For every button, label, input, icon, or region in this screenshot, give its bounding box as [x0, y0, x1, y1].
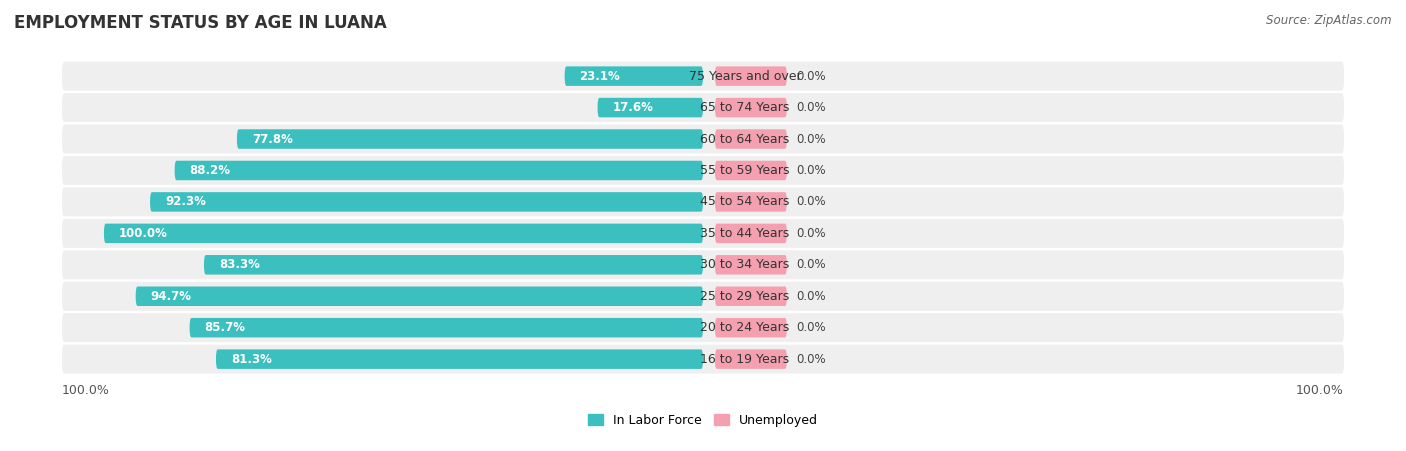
Text: 88.2%: 88.2% — [190, 164, 231, 177]
FancyBboxPatch shape — [716, 98, 787, 117]
Legend: In Labor Force, Unemployed: In Labor Force, Unemployed — [583, 409, 823, 432]
Text: 100.0%: 100.0% — [62, 384, 110, 397]
Text: 0.0%: 0.0% — [796, 101, 825, 114]
Text: 0.0%: 0.0% — [796, 321, 825, 334]
FancyBboxPatch shape — [62, 219, 1344, 248]
Text: 0.0%: 0.0% — [796, 290, 825, 303]
FancyBboxPatch shape — [598, 98, 703, 117]
Text: 16 to 19 Years: 16 to 19 Years — [700, 353, 790, 366]
FancyBboxPatch shape — [190, 318, 703, 337]
FancyBboxPatch shape — [217, 350, 703, 369]
FancyBboxPatch shape — [104, 224, 703, 243]
FancyBboxPatch shape — [204, 255, 703, 275]
Text: 0.0%: 0.0% — [796, 227, 825, 240]
FancyBboxPatch shape — [238, 129, 703, 149]
Text: 0.0%: 0.0% — [796, 69, 825, 83]
FancyBboxPatch shape — [62, 124, 1344, 153]
Text: 75 Years and over: 75 Years and over — [689, 69, 801, 83]
Text: 0.0%: 0.0% — [796, 133, 825, 146]
Text: 45 to 54 Years: 45 to 54 Years — [700, 195, 790, 208]
Text: 83.3%: 83.3% — [219, 258, 260, 272]
FancyBboxPatch shape — [62, 313, 1344, 342]
Text: 65 to 74 Years: 65 to 74 Years — [700, 101, 790, 114]
FancyBboxPatch shape — [174, 161, 703, 180]
Text: 92.3%: 92.3% — [165, 195, 205, 208]
Text: EMPLOYMENT STATUS BY AGE IN LUANA: EMPLOYMENT STATUS BY AGE IN LUANA — [14, 14, 387, 32]
Text: 0.0%: 0.0% — [796, 353, 825, 366]
FancyBboxPatch shape — [62, 188, 1344, 216]
FancyBboxPatch shape — [716, 350, 787, 369]
FancyBboxPatch shape — [716, 129, 787, 149]
Text: 100.0%: 100.0% — [120, 227, 167, 240]
FancyBboxPatch shape — [565, 66, 703, 86]
FancyBboxPatch shape — [62, 62, 1344, 91]
FancyBboxPatch shape — [62, 250, 1344, 279]
FancyBboxPatch shape — [62, 345, 1344, 373]
FancyBboxPatch shape — [716, 161, 787, 180]
FancyBboxPatch shape — [716, 318, 787, 337]
Text: 0.0%: 0.0% — [796, 258, 825, 272]
FancyBboxPatch shape — [716, 224, 787, 243]
FancyBboxPatch shape — [716, 66, 787, 86]
FancyBboxPatch shape — [62, 282, 1344, 311]
Text: Source: ZipAtlas.com: Source: ZipAtlas.com — [1267, 14, 1392, 27]
Text: 55 to 59 Years: 55 to 59 Years — [700, 164, 790, 177]
Text: 100.0%: 100.0% — [1296, 384, 1344, 397]
Text: 30 to 34 Years: 30 to 34 Years — [700, 258, 790, 272]
FancyBboxPatch shape — [716, 255, 787, 275]
Text: 77.8%: 77.8% — [252, 133, 292, 146]
FancyBboxPatch shape — [135, 286, 703, 306]
Text: 25 to 29 Years: 25 to 29 Years — [700, 290, 790, 303]
FancyBboxPatch shape — [62, 156, 1344, 185]
Text: 94.7%: 94.7% — [150, 290, 191, 303]
Text: 20 to 24 Years: 20 to 24 Years — [700, 321, 790, 334]
FancyBboxPatch shape — [150, 192, 703, 212]
Text: 60 to 64 Years: 60 to 64 Years — [700, 133, 790, 146]
Text: 81.3%: 81.3% — [231, 353, 271, 366]
FancyBboxPatch shape — [716, 286, 787, 306]
FancyBboxPatch shape — [716, 192, 787, 212]
Text: 23.1%: 23.1% — [579, 69, 620, 83]
Text: 85.7%: 85.7% — [204, 321, 246, 334]
Text: 0.0%: 0.0% — [796, 195, 825, 208]
Text: 35 to 44 Years: 35 to 44 Years — [700, 227, 790, 240]
FancyBboxPatch shape — [62, 93, 1344, 122]
Text: 17.6%: 17.6% — [613, 101, 654, 114]
Text: 0.0%: 0.0% — [796, 164, 825, 177]
